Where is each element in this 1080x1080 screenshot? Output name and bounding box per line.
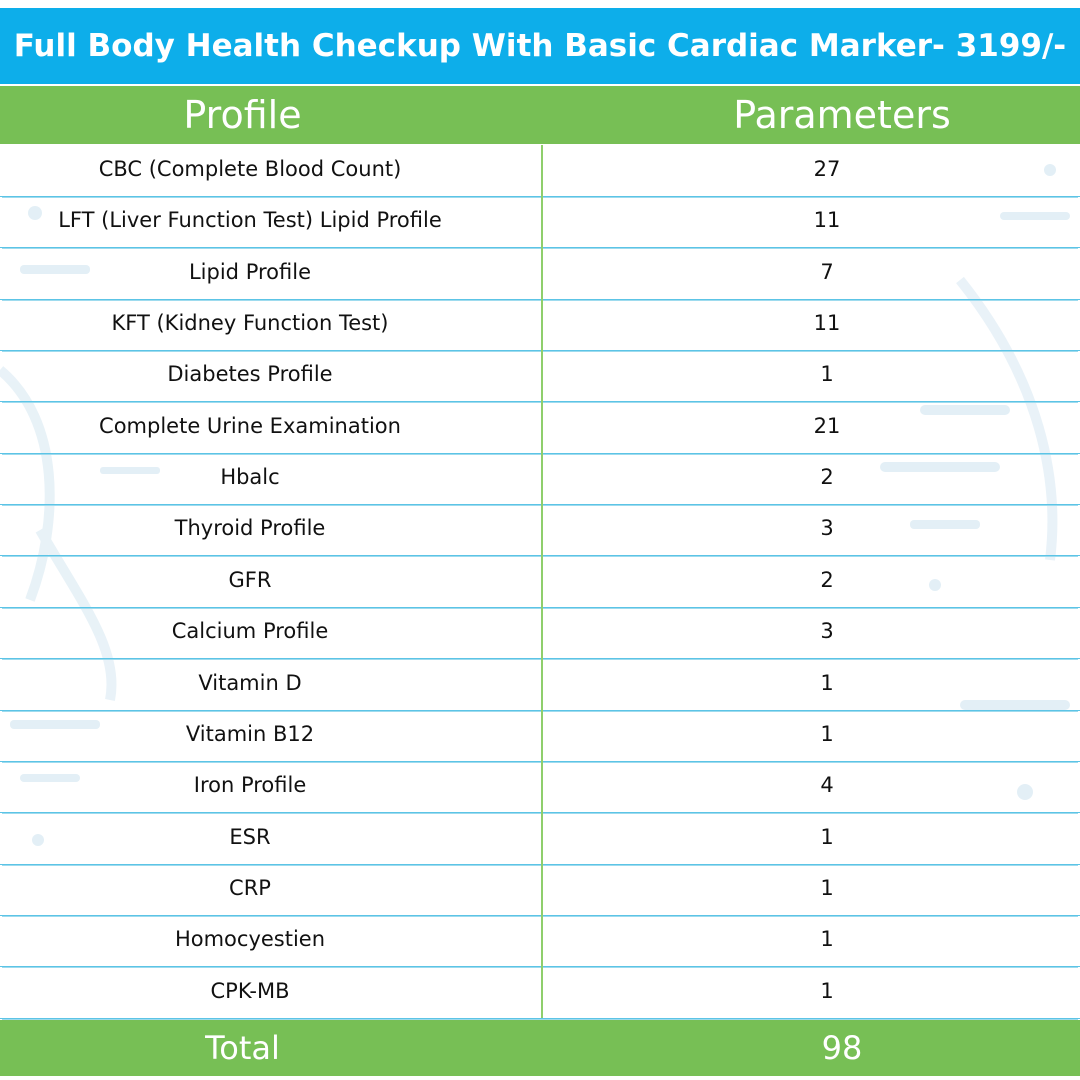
- table-row: KFT (Kidney Function Test) 11: [0, 299, 1080, 352]
- parameters-cell: 1: [820, 978, 834, 1003]
- table-row: Lipid Profile 7: [0, 248, 1080, 300]
- parameters-cell: 11: [813, 208, 841, 233]
- title-bar: Full Body Health Checkup With Basic Card…: [0, 8, 1080, 84]
- table-row: CPK-MB 1: [0, 967, 1080, 1019]
- profile-cell: ESR: [229, 824, 271, 849]
- parameters-cell: 4: [820, 773, 834, 798]
- table-row: ESR 1: [0, 813, 1080, 865]
- table-row: Hbalc 2: [0, 453, 1080, 506]
- parameters-cell: 3: [820, 619, 834, 644]
- table-row: Homocyestien 1: [0, 915, 1080, 968]
- parameters-cell: 7: [820, 259, 834, 284]
- table-footer: Total 98: [0, 1020, 1080, 1076]
- profile-cell: Hbalc: [220, 465, 280, 490]
- profile-cell: Diabetes Profile: [167, 362, 333, 387]
- profile-cell: Vitamin D: [198, 670, 302, 695]
- parameters-cell: 1: [820, 927, 834, 952]
- parameters-cell: 27: [813, 157, 841, 181]
- profile-cell: LFT (Liver Function Test) Lipid Profile: [58, 208, 442, 233]
- table-row: CRP 1: [0, 864, 1080, 916]
- table-row: Complete Urine Examination 21: [0, 402, 1080, 454]
- table-row: CBC (Complete Blood Count) 27: [0, 145, 1080, 197]
- parameters-cell: 11: [813, 311, 841, 336]
- profile-cell: GFR: [228, 567, 272, 592]
- profile-cell: Thyroid Profile: [174, 516, 326, 541]
- profile-cell: CPK-MB: [210, 978, 290, 1003]
- parameters-cell: 1: [820, 875, 834, 900]
- column-header: Profile: [183, 93, 302, 137]
- parameters-cell: 2: [820, 465, 834, 490]
- table-row: Iron Profile 4: [0, 761, 1080, 814]
- total-label: Total: [205, 1029, 280, 1067]
- profile-cell: Homocyestien: [174, 927, 326, 952]
- total-value: 98: [821, 1029, 863, 1067]
- profile-cell: Iron Profile: [193, 773, 307, 798]
- table-row: Thyroid Profile 3: [0, 504, 1080, 557]
- table-row: Calcium Profile 3: [0, 607, 1080, 660]
- profile-cell: KFT (Kidney Function Test): [111, 311, 389, 336]
- profile-cell: Vitamin B12: [185, 721, 315, 746]
- parameters-cell: 2: [820, 567, 834, 592]
- profile-cell: Lipid Profile: [188, 259, 311, 284]
- profile-cell: Complete Urine Examination: [99, 413, 401, 438]
- parameters-cell: 1: [820, 824, 834, 849]
- column-divider: [541, 145, 543, 1018]
- table-header: Profile Parameters: [0, 86, 1080, 144]
- column-header: Parameters: [733, 93, 951, 137]
- parameters-cell: 21: [813, 413, 841, 438]
- parameters-cell: 1: [820, 670, 834, 695]
- table-row: Vitamin D 1: [0, 659, 1080, 711]
- profile-cell: CBC (Complete Blood Count): [98, 157, 402, 181]
- table-row: Diabetes Profile 1: [0, 350, 1080, 403]
- table-row: GFR 2: [0, 556, 1080, 608]
- profile-cell: CRP: [229, 875, 271, 900]
- table-row: LFT (Liver Function Test) Lipid Profile 1…: [0, 196, 1080, 249]
- parameters-cell: 1: [820, 721, 834, 746]
- table-row: Vitamin B12 1: [0, 710, 1080, 762]
- parameters-cell: 3: [820, 516, 834, 541]
- profile-cell: Calcium Profile: [171, 619, 329, 644]
- parameters-cell: 1: [820, 362, 834, 387]
